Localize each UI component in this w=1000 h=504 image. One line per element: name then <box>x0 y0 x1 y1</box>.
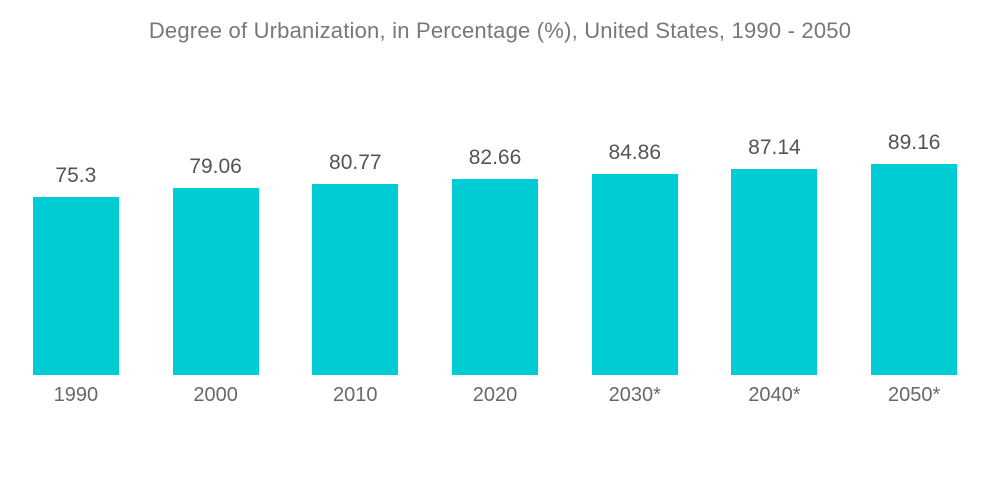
bar-value-label: 75.3 <box>55 164 97 187</box>
bar-column: 84.86 2030* <box>565 100 705 406</box>
bar <box>32 197 119 375</box>
bar-column: 80.77 2010 <box>285 100 425 406</box>
bar <box>172 188 259 375</box>
category-label: 2050* <box>888 384 941 406</box>
bar <box>871 164 958 375</box>
bar <box>312 184 399 375</box>
bar-value-label: 80.77 <box>329 151 382 174</box>
bar <box>731 169 818 375</box>
bar-value-label: 84.86 <box>608 141 662 164</box>
category-label: 2000 <box>193 384 238 406</box>
bar-value-label: 79.06 <box>189 155 242 178</box>
bar <box>591 174 678 375</box>
bar-column: 75.3 1990 <box>6 100 146 406</box>
category-label: 2010 <box>333 384 378 406</box>
category-label: 2030* <box>608 384 661 406</box>
category-label: 2040* <box>748 384 801 406</box>
bar-column: 87.14 2040* <box>705 100 845 406</box>
plot-area: 75.3 1990 79.06 2000 80.77 2010 82.66 2020 84.86… <box>6 100 984 406</box>
bar <box>452 179 539 375</box>
bar-column: 82.66 2020 <box>425 100 565 406</box>
bar-column: 79.06 2000 <box>146 100 286 406</box>
bar-value-label: 87.14 <box>748 136 801 159</box>
category-label: 2020 <box>472 384 518 406</box>
bar-column: 89.16 2050* <box>844 100 984 406</box>
chart-title: Degree of Urbanization, in Percentage (%… <box>148 18 852 43</box>
bar-value-label: 82.66 <box>468 146 522 169</box>
category-label: 1990 <box>53 384 99 406</box>
bar-value-label: 89.16 <box>887 131 941 154</box>
